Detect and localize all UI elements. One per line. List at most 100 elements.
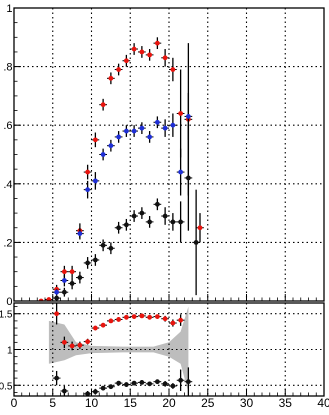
lower-point-s1-10 bbox=[145, 381, 154, 387]
marker bbox=[108, 75, 114, 81]
lower-point-s1-6 bbox=[114, 380, 123, 386]
marker bbox=[61, 388, 67, 394]
marker bbox=[123, 314, 129, 320]
marker bbox=[100, 242, 106, 248]
upper-point-s2-6 bbox=[99, 239, 107, 252]
lower-point-s0-2 bbox=[68, 341, 76, 351]
upper-point-s0-4 bbox=[68, 265, 76, 278]
upper-point-s2-10 bbox=[130, 210, 138, 222]
lower-point-s0-16 bbox=[176, 314, 185, 326]
marker bbox=[108, 318, 114, 324]
marker bbox=[123, 382, 129, 387]
upper-point-s2-14 bbox=[161, 207, 169, 225]
marker bbox=[116, 225, 122, 231]
upper-point-s1-2 bbox=[76, 227, 84, 240]
upper-point-s2-11 bbox=[138, 207, 146, 219]
marker bbox=[139, 210, 145, 216]
upper-point-s2-12 bbox=[145, 216, 154, 228]
upper-point-s1-14 bbox=[169, 113, 177, 137]
marker bbox=[61, 339, 67, 345]
upper-point-s1-7 bbox=[114, 131, 123, 143]
marker bbox=[139, 49, 145, 55]
marker bbox=[92, 389, 98, 395]
marker bbox=[100, 385, 106, 391]
marker bbox=[116, 134, 122, 140]
upper-point-s2-1 bbox=[60, 287, 69, 297]
lower-point-s0-0 bbox=[52, 303, 61, 325]
upper-point-s0-10 bbox=[114, 63, 123, 76]
marker bbox=[162, 55, 168, 61]
marker bbox=[147, 219, 153, 225]
marker bbox=[85, 339, 91, 345]
marker bbox=[54, 295, 60, 301]
upper-point-s1-6 bbox=[107, 139, 115, 152]
upper-point-s2-9 bbox=[122, 218, 131, 231]
marker bbox=[92, 178, 98, 184]
upper-data bbox=[37, 37, 204, 301]
lower-point-s1-3 bbox=[91, 388, 100, 395]
upper-point-s2-2 bbox=[68, 277, 76, 290]
marker bbox=[69, 269, 75, 275]
upper-point-s2-7 bbox=[107, 242, 115, 255]
upper-point-s2-13 bbox=[153, 198, 162, 211]
upper-point-s1-13 bbox=[161, 119, 169, 137]
marker bbox=[131, 46, 137, 52]
upper-point-s0-6 bbox=[83, 164, 92, 180]
marker bbox=[147, 134, 153, 140]
upper-point-s1-1 bbox=[60, 274, 69, 287]
lower-point-s0-5 bbox=[91, 325, 100, 331]
upper-ytick-label: .6 bbox=[3, 120, 12, 132]
upper-point-s0-13 bbox=[138, 46, 146, 58]
upper-point-s1-4 bbox=[91, 172, 100, 190]
marker bbox=[178, 111, 184, 116]
lower-point-s0-8 bbox=[114, 317, 123, 322]
marker bbox=[131, 380, 137, 386]
marker bbox=[123, 128, 129, 134]
upper-point-s0-17 bbox=[169, 57, 177, 82]
lower-point-s0-10 bbox=[130, 314, 138, 319]
marker bbox=[108, 245, 114, 251]
lower-point-s1-4 bbox=[99, 385, 107, 391]
marker bbox=[92, 325, 98, 331]
lower-point-s1-12 bbox=[161, 380, 169, 387]
marker bbox=[85, 391, 91, 396]
lower-xtick-label: 25 bbox=[201, 396, 215, 410]
marker bbox=[147, 52, 153, 58]
marker bbox=[116, 380, 122, 386]
lower-point-s1-1 bbox=[60, 385, 69, 396]
marker bbox=[131, 213, 137, 219]
marker bbox=[154, 379, 160, 385]
upper-point-s0-12 bbox=[130, 43, 138, 55]
lower-point-s0-3 bbox=[76, 341, 84, 349]
marker bbox=[54, 375, 60, 381]
upper-point-s2-17 bbox=[184, 125, 193, 231]
marker bbox=[100, 322, 106, 328]
upper-ytick-label: 1 bbox=[6, 3, 12, 15]
lower-point-s1-11 bbox=[153, 379, 162, 385]
marker bbox=[54, 311, 60, 317]
marker bbox=[123, 58, 129, 64]
lower-point-s0-7 bbox=[107, 318, 115, 324]
lower-data bbox=[52, 303, 193, 396]
marker bbox=[139, 380, 145, 385]
marker bbox=[69, 343, 75, 349]
lower-xtick-label: 20 bbox=[162, 396, 176, 410]
upper-ytick-label: .2 bbox=[3, 237, 12, 249]
lower-xtick-label: 15 bbox=[124, 396, 138, 410]
lower-ytick-label: 1.5 bbox=[0, 310, 13, 321]
lower-panel: 0.5 1 1.5 0 5 10 15 20 25 30 35 40 bbox=[0, 302, 329, 410]
marker bbox=[116, 67, 122, 72]
lower-point-s0-4 bbox=[83, 338, 92, 345]
marker bbox=[131, 128, 137, 134]
lower-point-s0-14 bbox=[161, 315, 169, 322]
upper-point-s1-8 bbox=[122, 125, 131, 137]
lower-xtick-label: 35 bbox=[279, 396, 293, 410]
upper-point-s1-0 bbox=[52, 289, 61, 296]
upper-point-s2-16 bbox=[176, 201, 185, 243]
marker bbox=[92, 257, 98, 263]
upper-point-s0-8 bbox=[99, 98, 107, 111]
marker bbox=[178, 219, 184, 225]
marker bbox=[154, 119, 160, 125]
upper-ytick-label: .4 bbox=[3, 179, 12, 191]
upper-point-s2-18 bbox=[192, 189, 200, 296]
